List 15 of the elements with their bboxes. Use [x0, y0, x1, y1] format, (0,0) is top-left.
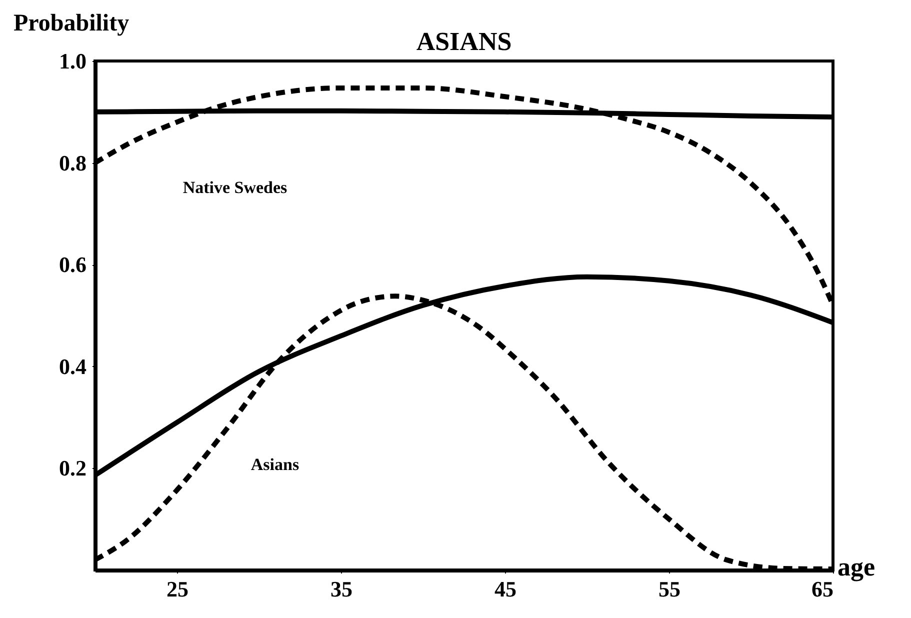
chart-title: ASIANS — [416, 27, 512, 56]
x-tick-label: 45 — [494, 576, 516, 602]
y-axis-title: Probability — [14, 10, 130, 36]
x-tick-label: 55 — [658, 576, 680, 602]
annotation: Asians — [250, 455, 300, 474]
x-tick-label: 65 — [812, 576, 834, 602]
y-tick-label: 0.6 — [59, 252, 86, 278]
x-tick-label: 25 — [166, 576, 188, 602]
y-tick-label: 0.4 — [59, 354, 86, 379]
x-axis-title: age — [838, 552, 876, 582]
y-tick-label: 0.2 — [59, 456, 86, 481]
y-tick-label: 1.0 — [59, 48, 86, 74]
y-tick-label: 0.8 — [59, 150, 86, 176]
x-tick-label: 35 — [330, 576, 352, 602]
annotation: Native Swedes — [182, 178, 288, 197]
